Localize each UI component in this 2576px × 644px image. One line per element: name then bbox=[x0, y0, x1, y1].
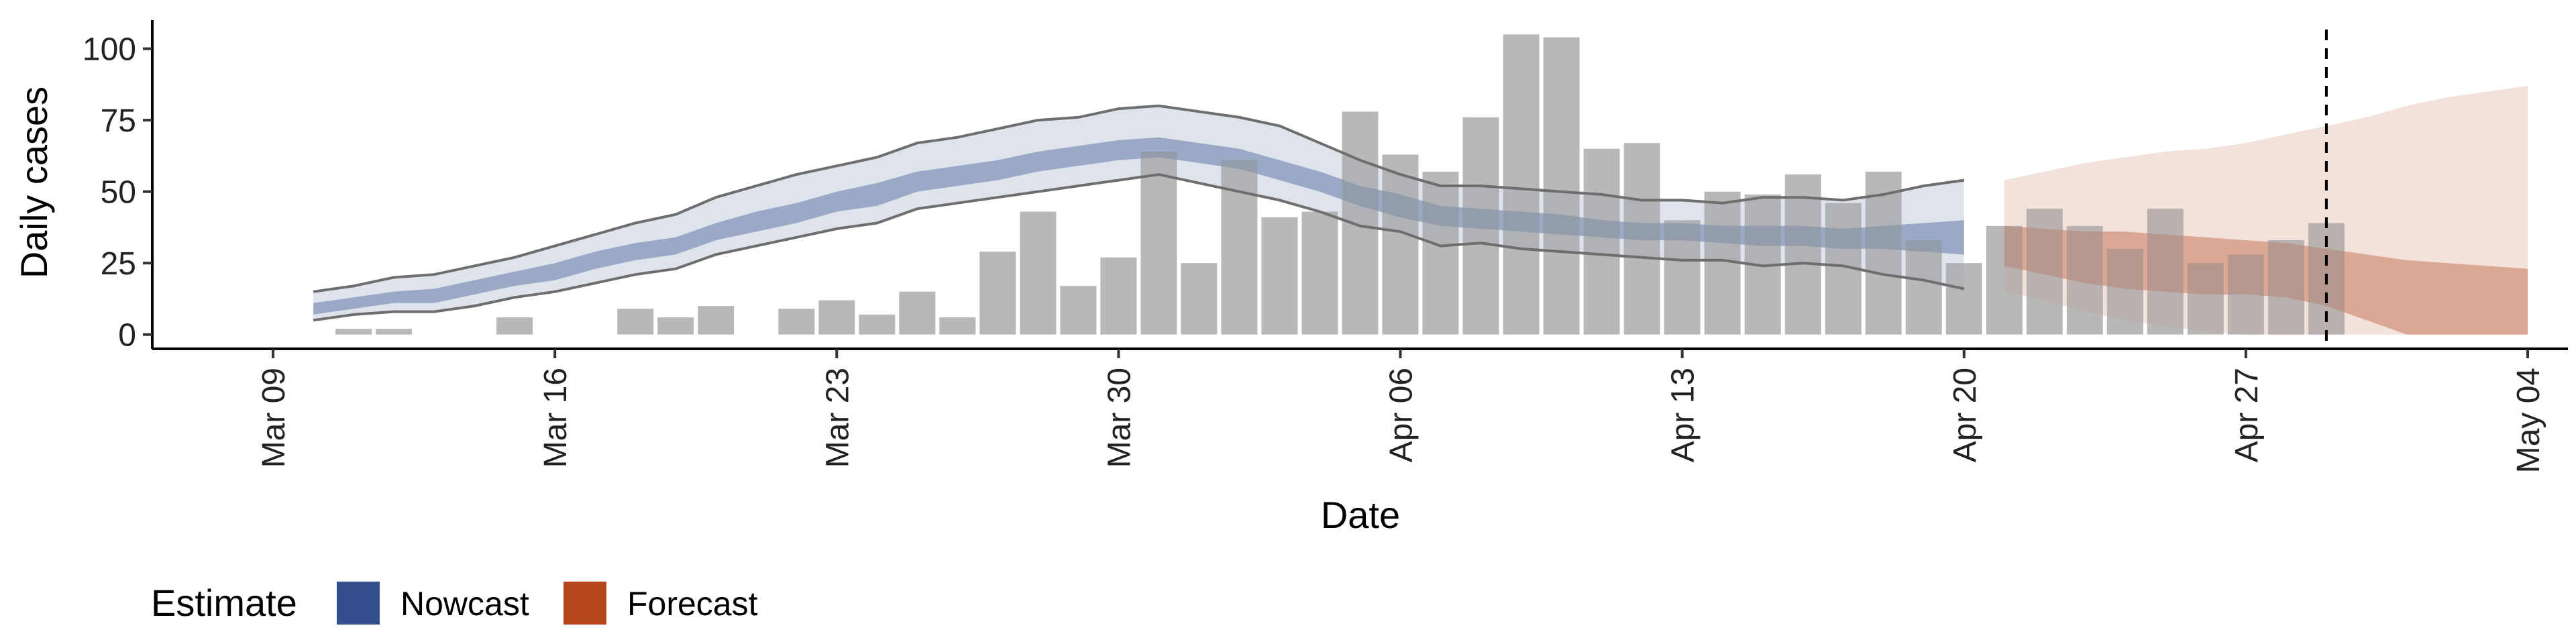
legend-swatch-forecast bbox=[564, 582, 606, 625]
case-bar bbox=[1986, 225, 2023, 335]
case-bar bbox=[376, 329, 413, 335]
case-bar bbox=[1905, 240, 1942, 335]
y-tick-label: 50 bbox=[101, 175, 136, 211]
legend-swatch-nowcast bbox=[337, 582, 380, 625]
case-bar bbox=[939, 317, 976, 335]
legend: Estimate Nowcast Forecast bbox=[151, 582, 758, 625]
x-ticks: Mar 09 Mar 16 Mar 23 Mar 30 Apr 06 Apr 13 Apr … bbox=[256, 349, 2546, 473]
case-bar bbox=[1382, 154, 1419, 335]
nowcast-inner-band-overlay bbox=[313, 137, 1964, 315]
nowcast-outer-band-overlay bbox=[313, 105, 1964, 321]
case-bar bbox=[2106, 248, 2143, 335]
x-tick-label: May 04 bbox=[2511, 368, 2546, 473]
case-bar bbox=[657, 317, 694, 335]
nowcast-upper-line bbox=[313, 104, 1965, 293]
case-bar bbox=[335, 329, 372, 335]
x-tick-label: Apr 06 bbox=[1384, 368, 1419, 462]
y-tick-label: 25 bbox=[101, 246, 136, 282]
case-bar bbox=[2147, 209, 2184, 335]
case-bar bbox=[2026, 209, 2063, 335]
case-bar bbox=[2267, 240, 2304, 335]
case-bar bbox=[1583, 148, 1620, 335]
case-bar bbox=[1140, 152, 1177, 335]
case-bar bbox=[2066, 225, 2103, 335]
case-bar bbox=[979, 252, 1016, 335]
case-bar bbox=[1301, 211, 1338, 335]
legend-label-forecast: Forecast bbox=[627, 585, 758, 623]
case-bar bbox=[1945, 263, 1982, 335]
x-tick-label: Mar 30 bbox=[1102, 368, 1137, 468]
case-bar bbox=[496, 317, 533, 335]
legend-label-nowcast: Nowcast bbox=[400, 585, 529, 623]
legend-title: Estimate bbox=[151, 582, 297, 624]
case-bar bbox=[1664, 220, 1701, 335]
case-bar bbox=[2227, 254, 2264, 335]
case-bar bbox=[1865, 171, 1902, 335]
y-axis-title: Daily cases bbox=[13, 87, 55, 278]
case-bar bbox=[1623, 143, 1660, 335]
y-tick-label: 100 bbox=[83, 32, 136, 68]
case-bar bbox=[1543, 37, 1580, 335]
case-bar bbox=[1261, 217, 1298, 335]
case-bars bbox=[313, 34, 2528, 335]
y-ticks: 0 25 50 75 100 bbox=[83, 32, 152, 354]
case-bar bbox=[2187, 263, 2224, 335]
x-tick-label: Mar 09 bbox=[256, 368, 292, 468]
x-tick-label: Mar 23 bbox=[820, 368, 855, 468]
case-bar bbox=[899, 291, 936, 335]
forecast-inner-band-overlay bbox=[2004, 225, 2528, 335]
case-bar bbox=[1100, 257, 1137, 335]
case-bar bbox=[1462, 117, 1499, 335]
case-bar bbox=[1020, 211, 1057, 335]
x-axis-title: Date bbox=[1321, 494, 1400, 536]
x-tick-label: Apr 13 bbox=[1666, 368, 1701, 462]
case-bar bbox=[617, 309, 654, 335]
case-bar bbox=[1422, 171, 1459, 335]
forecast-outer-band-overlay bbox=[2004, 86, 2528, 335]
case-bar bbox=[1784, 174, 1821, 335]
case-bar bbox=[1503, 34, 1540, 335]
nowcast-lower-line bbox=[313, 173, 1965, 322]
x-tick-label: Apr 27 bbox=[2229, 368, 2265, 462]
nowcast-outline-lines bbox=[313, 104, 1965, 322]
case-bar bbox=[859, 314, 896, 335]
x-tick-label: Mar 16 bbox=[538, 368, 574, 468]
case-bar bbox=[1060, 286, 1097, 335]
case-bar bbox=[778, 309, 815, 335]
x-tick-label: Apr 20 bbox=[1947, 368, 1983, 462]
y-tick-label: 0 bbox=[118, 318, 136, 354]
y-tick-label: 75 bbox=[101, 103, 136, 139]
case-bar bbox=[698, 306, 735, 335]
case-bar bbox=[818, 300, 855, 335]
case-bar bbox=[1181, 263, 1218, 335]
